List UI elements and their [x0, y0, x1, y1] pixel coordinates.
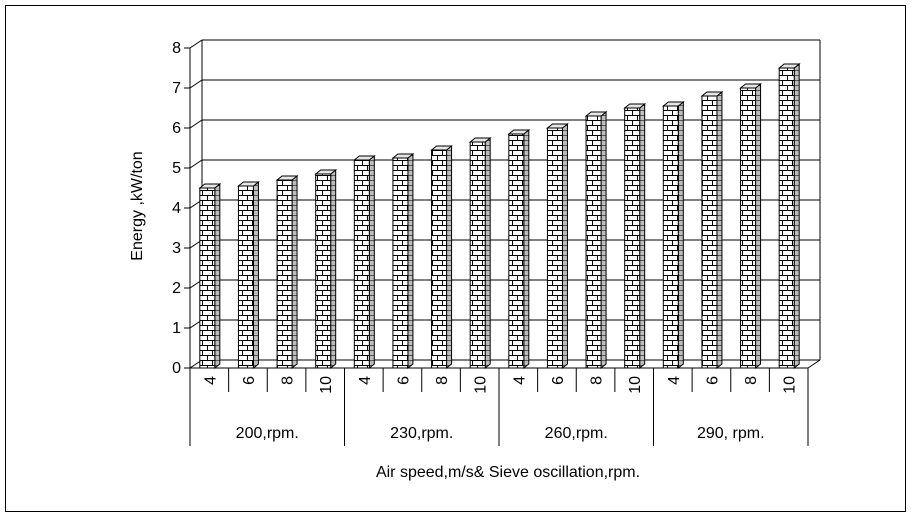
- bar: [430, 144, 453, 370]
- x-tick-label: 4: [511, 376, 528, 385]
- group-label: 200,rpm.: [236, 425, 299, 442]
- bar: [777, 62, 801, 370]
- gridline-side: [189, 79, 203, 89]
- bar-front-face: [508, 133, 525, 369]
- x-tick-label: 6: [395, 376, 412, 385]
- bar-front-face: [353, 159, 370, 369]
- gridline-side: [189, 39, 203, 49]
- bar-front-face: [546, 127, 563, 369]
- bar: [275, 174, 299, 370]
- bar: [661, 100, 685, 370]
- bar: [237, 180, 260, 370]
- bar-side-face: [252, 180, 259, 370]
- bar: [352, 154, 376, 370]
- bar-front-face: [740, 87, 757, 369]
- bar-side-face: [291, 174, 298, 370]
- x-tick-label: 6: [550, 376, 567, 385]
- bar: [739, 82, 762, 370]
- bar-front-face: [624, 107, 641, 369]
- labels: 0 1 2 3 4 5 6 7 8 4 6 8 10 200,rpm. 4 6 8 10 230,rpm. 4 6 8 10…: [172, 40, 799, 442]
- group-label: 260,rpm.: [545, 425, 608, 442]
- y-tick-label: 5: [172, 160, 181, 177]
- bar-side-face: [484, 136, 491, 370]
- bar: [391, 152, 415, 370]
- x-tick-label: 4: [666, 376, 683, 385]
- x-axis-label: Air speed,m/s& Sieve oscillation,rpm.: [376, 464, 640, 481]
- y-tick-label: 6: [172, 120, 181, 137]
- group-label: 230,rpm.: [390, 425, 453, 442]
- bar: [198, 182, 222, 370]
- bar-front-face: [469, 141, 486, 369]
- y-tick-label: 4: [172, 200, 181, 217]
- floor-right-edge: [807, 359, 821, 369]
- bar-side-face: [407, 152, 414, 370]
- bar: [468, 136, 492, 370]
- y-tick-label: 8: [172, 40, 181, 57]
- bar-front-face: [431, 149, 448, 369]
- x-tick-label: 8: [434, 376, 451, 385]
- y-tick-label: 0: [172, 360, 181, 377]
- x-tick-label: 8: [743, 376, 760, 385]
- group-label: 290, rpm.: [697, 425, 765, 442]
- bar-front-face: [662, 105, 679, 369]
- x-tick-label: 8: [589, 376, 606, 385]
- bar-side-face: [639, 102, 646, 370]
- bar-front-face: [199, 187, 216, 369]
- bar-side-face: [523, 128, 530, 370]
- x-tick-label: 10: [627, 376, 644, 394]
- x-tick-label: 10: [782, 376, 799, 394]
- bar-side-face: [716, 90, 723, 370]
- x-tick-label: 4: [202, 376, 219, 385]
- y-tick-label: 7: [172, 80, 181, 97]
- bar-front-face: [701, 95, 718, 369]
- bar: [546, 122, 569, 370]
- bar-side-face: [677, 100, 684, 370]
- bar: [314, 168, 338, 370]
- y-tick-label: 3: [172, 240, 181, 257]
- gridline-side: [189, 159, 203, 169]
- bar-front-face: [585, 115, 602, 369]
- x-tick-label: 10: [473, 376, 490, 394]
- bar-side-face: [330, 168, 337, 370]
- x-tick-label: 4: [357, 376, 374, 385]
- x-tick-label: 10: [318, 376, 335, 394]
- bar-side-face: [368, 154, 375, 370]
- bar-side-face: [446, 144, 453, 370]
- bar: [507, 128, 531, 370]
- bar-side-face: [214, 182, 221, 370]
- bar: [584, 110, 608, 370]
- gridline-side: [189, 119, 203, 129]
- bar-front-face: [392, 157, 409, 369]
- x-tick-label: 6: [241, 376, 258, 385]
- bar-side-face: [793, 62, 800, 370]
- y-tick-label: 1: [172, 320, 181, 337]
- bar-front-face: [778, 67, 795, 369]
- y-tick-label: 2: [172, 280, 181, 297]
- bar-side-face: [561, 122, 568, 370]
- bar-side-face: [600, 110, 607, 370]
- bar-front-face: [315, 173, 332, 369]
- bar-front-face: [237, 185, 254, 369]
- bars: [198, 62, 801, 370]
- bar: [700, 90, 724, 370]
- y-axis-label: Energy ,kW/ton: [129, 151, 146, 260]
- bar-front-face: [276, 179, 293, 369]
- bar-side-face: [755, 82, 762, 370]
- bar: [623, 102, 647, 370]
- x-tick-label: 8: [280, 376, 297, 385]
- x-tick-label: 6: [704, 376, 721, 385]
